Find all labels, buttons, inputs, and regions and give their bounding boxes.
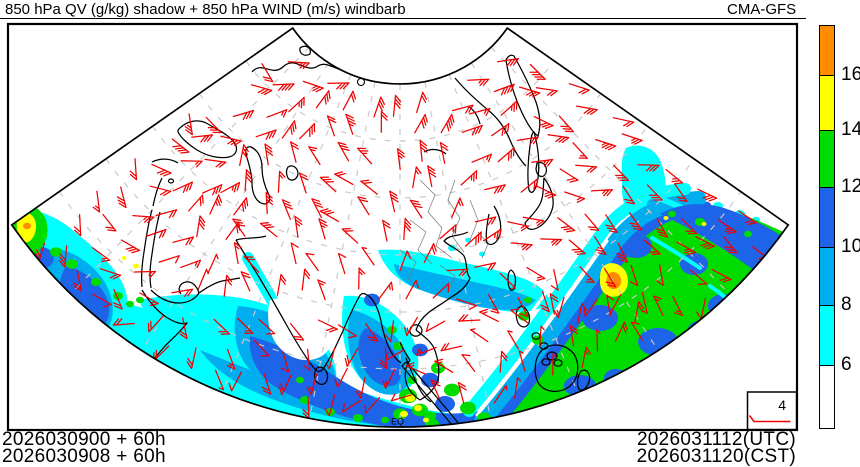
- map-content: [11, 45, 789, 428]
- legend-box: [746, 391, 798, 431]
- windbarb-legend: 4: [746, 391, 798, 431]
- footer-valid-utc: 2026031112(UTC): [636, 429, 796, 450]
- header-rule: [0, 18, 806, 19]
- colorbar-label: 6: [841, 354, 852, 375]
- footer-init-cst: 2026030908 + 60h: [2, 446, 166, 467]
- colorbar-cell: [819, 75, 835, 131]
- colorbar: [819, 25, 836, 429]
- footer-init-utc: 2026030900 + 60h: [2, 429, 166, 450]
- legend-windbarb-icon: [748, 415, 791, 423]
- footer-valid-cst: 2026031120(CST): [636, 446, 796, 467]
- colorbar-label: 8: [841, 294, 852, 315]
- colorbar-label: 16: [841, 64, 860, 85]
- coastlines: [133, 45, 591, 428]
- legend-speed-label: 4: [778, 397, 786, 413]
- colorbar-cell: [819, 25, 835, 76]
- colorbar-cell: [819, 365, 835, 429]
- colorbar-cell: [819, 130, 835, 188]
- colorbar-cell: [819, 187, 835, 248]
- colorbar-label: 10: [841, 236, 860, 257]
- chart-title: 850 hPa QV (g/kg) shadow + 850 hPa WIND …: [5, 1, 406, 18]
- equator-label: EQ: [391, 417, 404, 427]
- colorbar-label: 14: [841, 119, 860, 140]
- wind-barbs: [33, 57, 771, 419]
- colorbar-cell: [819, 305, 835, 366]
- colorbar-cell: [819, 247, 835, 306]
- map-fan-outline: [10, 26, 790, 428]
- model-label: CMA-GFS: [727, 1, 797, 18]
- province-borders: [399, 179, 489, 293]
- colorbar-label: 12: [841, 176, 860, 197]
